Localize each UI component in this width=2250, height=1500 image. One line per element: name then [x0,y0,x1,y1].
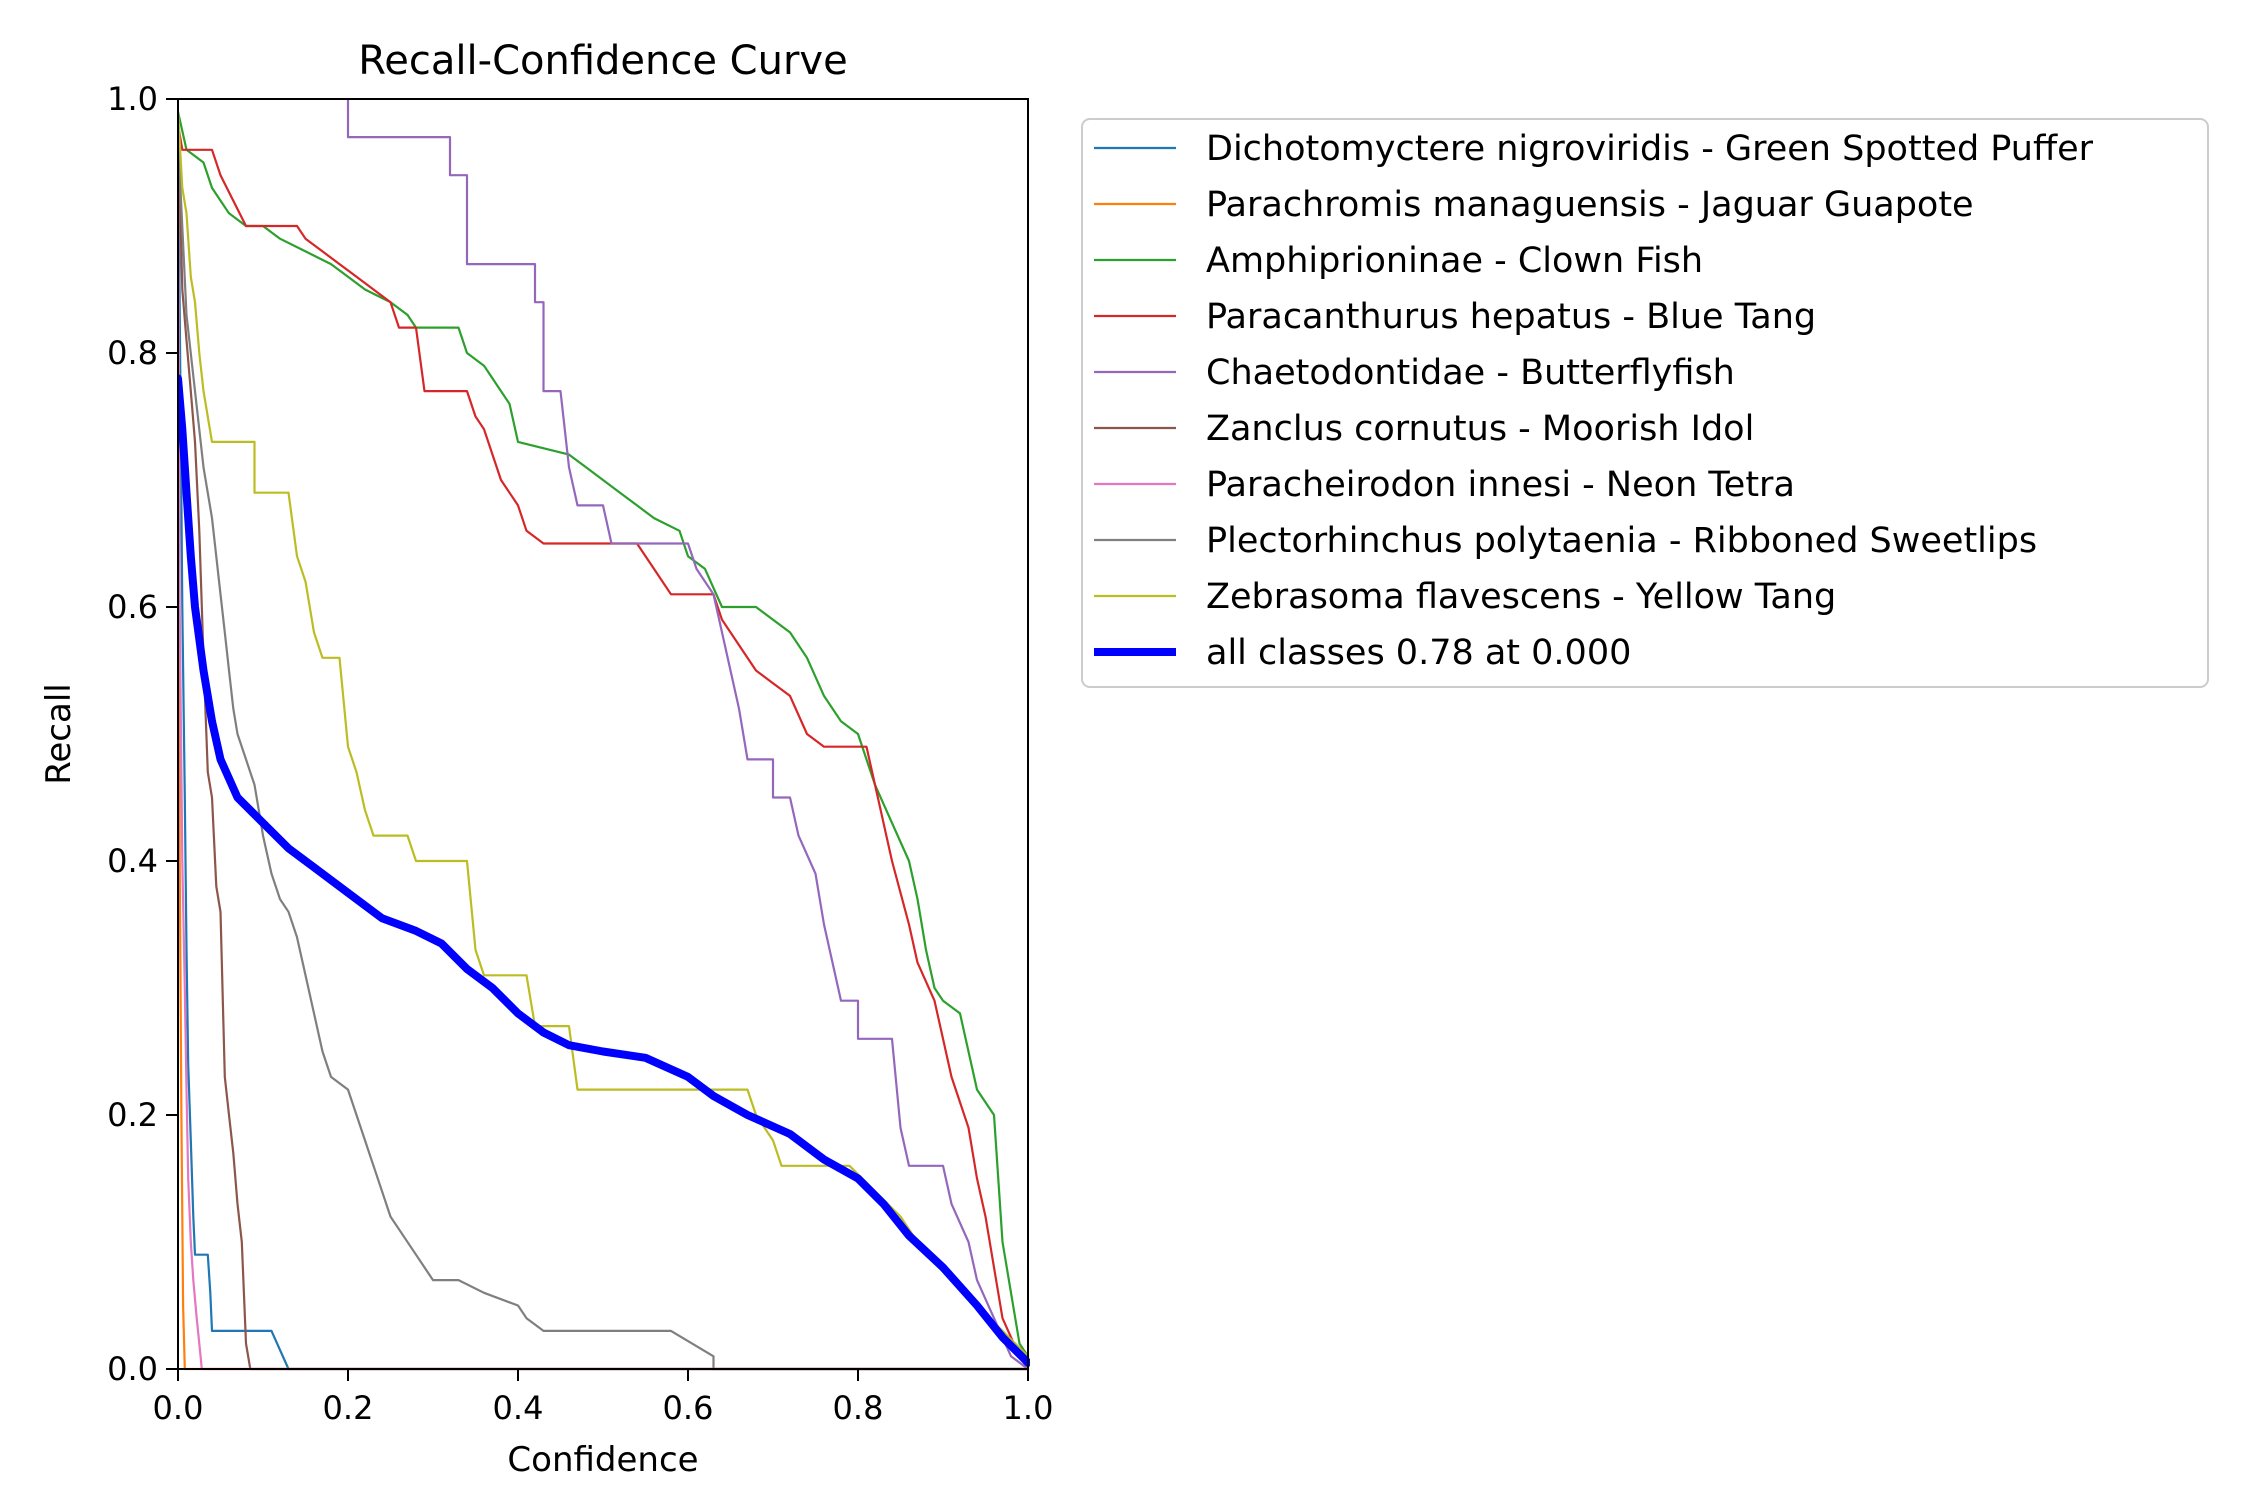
series-line-10 [178,374,1030,1367]
plot-lines [178,97,1030,1371]
plot-frame [177,98,1029,1370]
legend-label: all classes 0.78 at 0.000 [1206,633,1631,673]
legend-label: Zebrasoma flavescens - Yellow Tang [1206,577,1836,617]
legend-label: Paracanthurus hepatus - Blue Tang [1206,297,1816,337]
series-line-2 [178,161,1030,1371]
y-axis-label: Recall [39,683,79,784]
legend-label: Paracheirodon innesi - Neon Tetra [1206,465,1795,505]
legend-frame [1081,118,2209,688]
legend-label: Chaetodontidae - Butterflyfish [1206,353,1735,393]
y-tick-label: 0.2 [107,1096,158,1134]
legend-label: Parachromis managuensis - Jaguar Guapote [1206,185,1974,225]
series-line-5 [346,97,1030,1371]
series-line-3 [178,110,1030,1358]
legend: Dichotomyctere nigroviridis - Green Spot… [1081,118,2209,688]
x-tick-label: 0.4 [493,1389,544,1427]
x-tick-label: 0.6 [663,1389,714,1427]
y-tick-label: 0.8 [107,334,158,372]
y-axis-ticks: 0.0 0.2 0.4 0.6 0.8 1.0 [107,80,178,1388]
series-line-9 [178,110,1030,1358]
series-line-8 [178,136,1030,1371]
y-tick-label: 0.6 [107,588,158,626]
x-axis-label: Confidence [507,1440,698,1480]
series-line-6 [178,123,1030,1371]
x-tick-label: 0.0 [153,1389,204,1427]
series-line-7 [178,161,1030,1371]
x-tick-label: 0.2 [323,1389,374,1427]
x-axis-ticks: 0.0 0.2 0.4 0.6 0.8 1.0 [153,1369,1054,1427]
legend-label: Plectorhinchus polytaenia - Ribboned Swe… [1206,521,2037,561]
legend-label: Zanclus cornutus - Moorish Idol [1206,409,1754,449]
x-tick-label: 1.0 [1003,1389,1054,1427]
legend-label: Dichotomyctere nigroviridis - Green Spot… [1206,129,2094,169]
legend-label: Amphiprioninae - Clown Fish [1206,241,1703,281]
y-tick-label: 0.4 [107,842,158,880]
chart-title: Recall-Confidence Curve [358,38,847,84]
legend-items: Dichotomyctere nigroviridis - Green Spot… [1094,129,2094,673]
x-tick-label: 0.8 [833,1389,884,1427]
y-tick-label: 1.0 [107,80,158,118]
y-tick-label: 0.0 [107,1350,158,1388]
series-line-4 [178,123,1030,1371]
series-line-1 [178,110,1030,1371]
